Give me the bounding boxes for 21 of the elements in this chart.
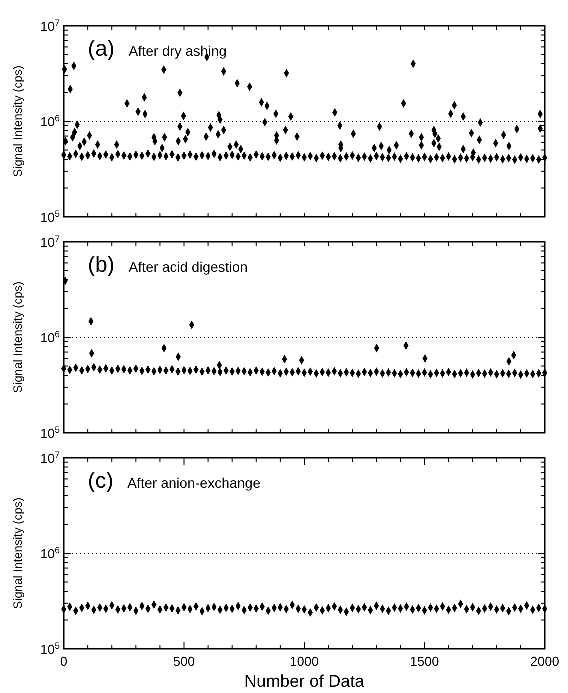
text: (b) After acid digestion: [88, 252, 248, 277]
y-axis-title: Signal Intensity (cps): [11, 498, 25, 610]
y-tick-label: 10$^{7}$: [40, 234, 60, 250]
x-tick-label: 500: [173, 654, 196, 669]
y-tick-label: 10$^{5}$: [40, 641, 60, 657]
y-axis-title: Signal Intensity (cps): [11, 66, 25, 178]
y-tick-label: 10$^{6}$: [40, 546, 60, 562]
x-axis-title: Number of Data: [244, 672, 366, 691]
y-tick-label: 10$^{5}$: [40, 209, 60, 225]
y-tick-label: 10$^{6}$: [40, 114, 60, 130]
text: (a) After dry ashing: [88, 36, 227, 61]
y-tick-label: 10$^{6}$: [40, 330, 60, 346]
x-tick-label: 0: [60, 654, 68, 669]
x-tick-label: 1500: [410, 654, 440, 669]
y-tick-label: 10$^{7}$: [40, 450, 60, 466]
x-tick-label: 2000: [530, 654, 560, 669]
y-axis-title: Signal Intensity (cps): [11, 282, 25, 394]
text: (c) After anion-exchange: [88, 468, 261, 493]
x-tick-label: 1000: [290, 654, 319, 669]
y-tick-label: 10$^{5}$: [40, 425, 60, 441]
y-tick-label: 10$^{7}$: [40, 18, 60, 34]
